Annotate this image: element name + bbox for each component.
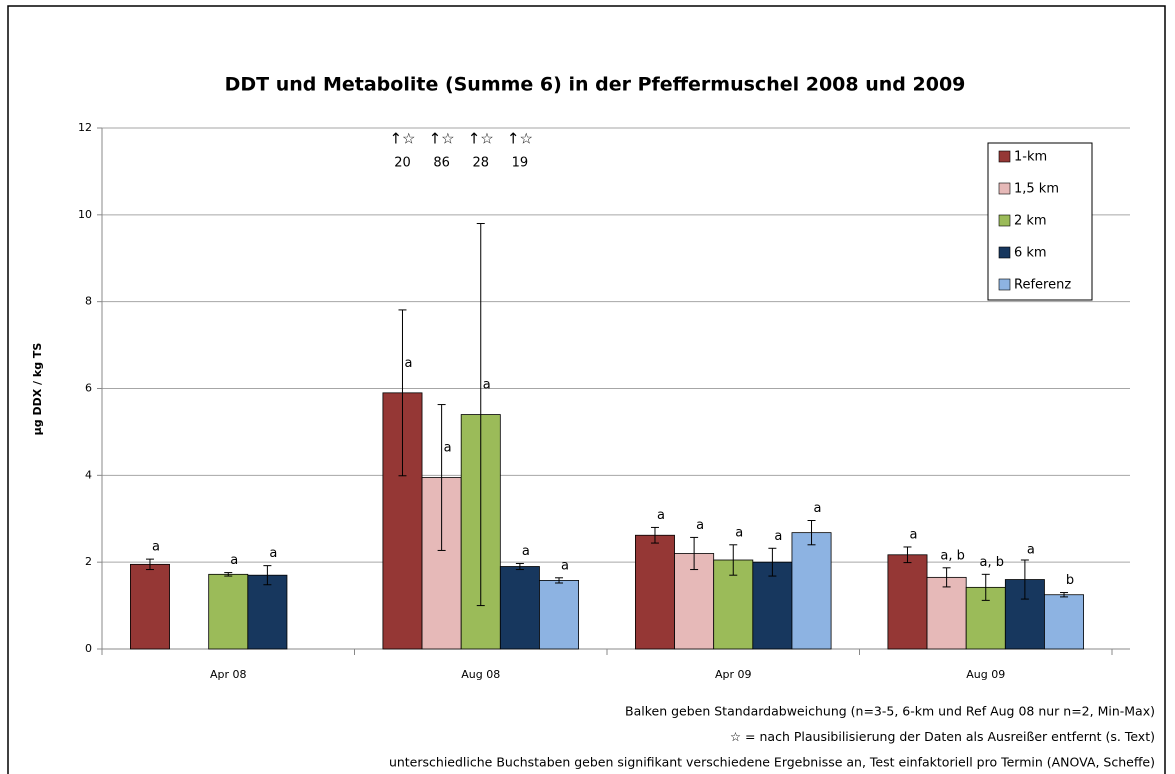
significance-letter: a [696,518,704,533]
outlier-symbol: ↑☆ [389,130,415,148]
y-tick-label: 0 [85,642,92,655]
significance-letter: a [909,527,917,542]
bar [130,563,170,650]
x-tick-label: Apr 09 [715,668,752,681]
error-bar [807,519,816,546]
significance-letter: a [522,544,530,559]
legend-label: Referenz [1014,278,1071,293]
legend-swatch [998,278,1011,291]
legend-swatch [998,182,1011,195]
outlier-label: 86 [433,156,450,171]
significance-letter: a [561,558,569,573]
significance-letter: a [814,501,822,516]
bar [926,576,967,650]
error-bar [690,536,699,571]
error-bar [768,547,777,577]
x-tick-label: Aug 09 [966,668,1005,681]
legend-swatch [998,150,1011,163]
bar [887,554,928,650]
footnote: unterschiedliche Buchstaben geben signif… [389,755,1155,770]
error-bar [903,546,912,564]
y-tick-label: 2 [85,555,92,568]
error-bar [145,558,154,571]
y-tick-label: 10 [78,208,92,221]
bar [247,574,288,650]
bar [752,561,793,650]
outlier-symbol: ↑☆ [507,130,533,148]
outlier-label: 19 [512,156,529,171]
error-bar [555,577,564,584]
outlier-symbol: ↑☆ [468,130,494,148]
significance-letter: a [230,553,238,568]
error-bar [398,309,407,477]
error-bar [515,562,524,571]
bar [674,553,715,650]
footnote: ☆ = nach Plausibilisierung der Daten als… [730,729,1155,744]
error-bar [650,526,659,544]
outlier-label: 20 [394,156,411,171]
y-tick-label: 12 [78,121,92,134]
significance-letter: a, b [940,548,964,563]
significance-letter: a [444,441,452,456]
error-bar [1060,592,1069,598]
y-tick-label: 4 [85,468,92,481]
bar [1044,594,1084,650]
significance-letter: a [483,378,491,393]
y-tick-label: 6 [85,382,92,395]
legend-label: 1,5 km [1014,182,1059,197]
error-bar [437,404,446,551]
x-tick-label: Apr 08 [210,668,247,681]
y-axis-label: µg DDX / kg TS [31,343,44,436]
significance-letter: a [1027,543,1035,558]
error-bar [942,567,951,588]
legend-swatch [998,246,1011,259]
significance-letter: a [735,525,743,540]
significance-letter: a [657,508,665,523]
bar [635,534,675,650]
significance-letter: a [774,529,782,544]
error-bar [263,565,272,586]
error-bar [981,573,990,601]
legend-label: 6 km [1014,246,1047,261]
bar [499,566,540,650]
footnote: Balken geben Standardabweichung (n=3-5, … [625,704,1155,719]
bar [791,532,832,650]
error-bar [729,544,738,576]
bar [208,573,249,650]
x-tick-label: Aug 08 [461,668,500,681]
error-bar [476,223,485,607]
error-bar [224,572,233,577]
legend-swatch [998,214,1011,227]
legend-label: 2 km [1014,214,1047,229]
error-bar [1020,559,1029,600]
chart-title: DDT und Metabolite (Summe 6) in der Pfef… [225,74,966,96]
chart-frame [7,5,1166,774]
y-tick-label: 8 [85,295,92,308]
bar [539,580,579,650]
outlier-symbol: ↑☆ [429,130,455,148]
outlier-label: 28 [472,156,489,171]
significance-letter: b [1066,573,1074,588]
significance-letter: a [404,356,412,371]
legend-label: 1-km [1014,150,1047,165]
significance-letter: a, b [980,555,1004,570]
significance-letter: a [269,546,277,561]
significance-letter: a [152,540,160,555]
